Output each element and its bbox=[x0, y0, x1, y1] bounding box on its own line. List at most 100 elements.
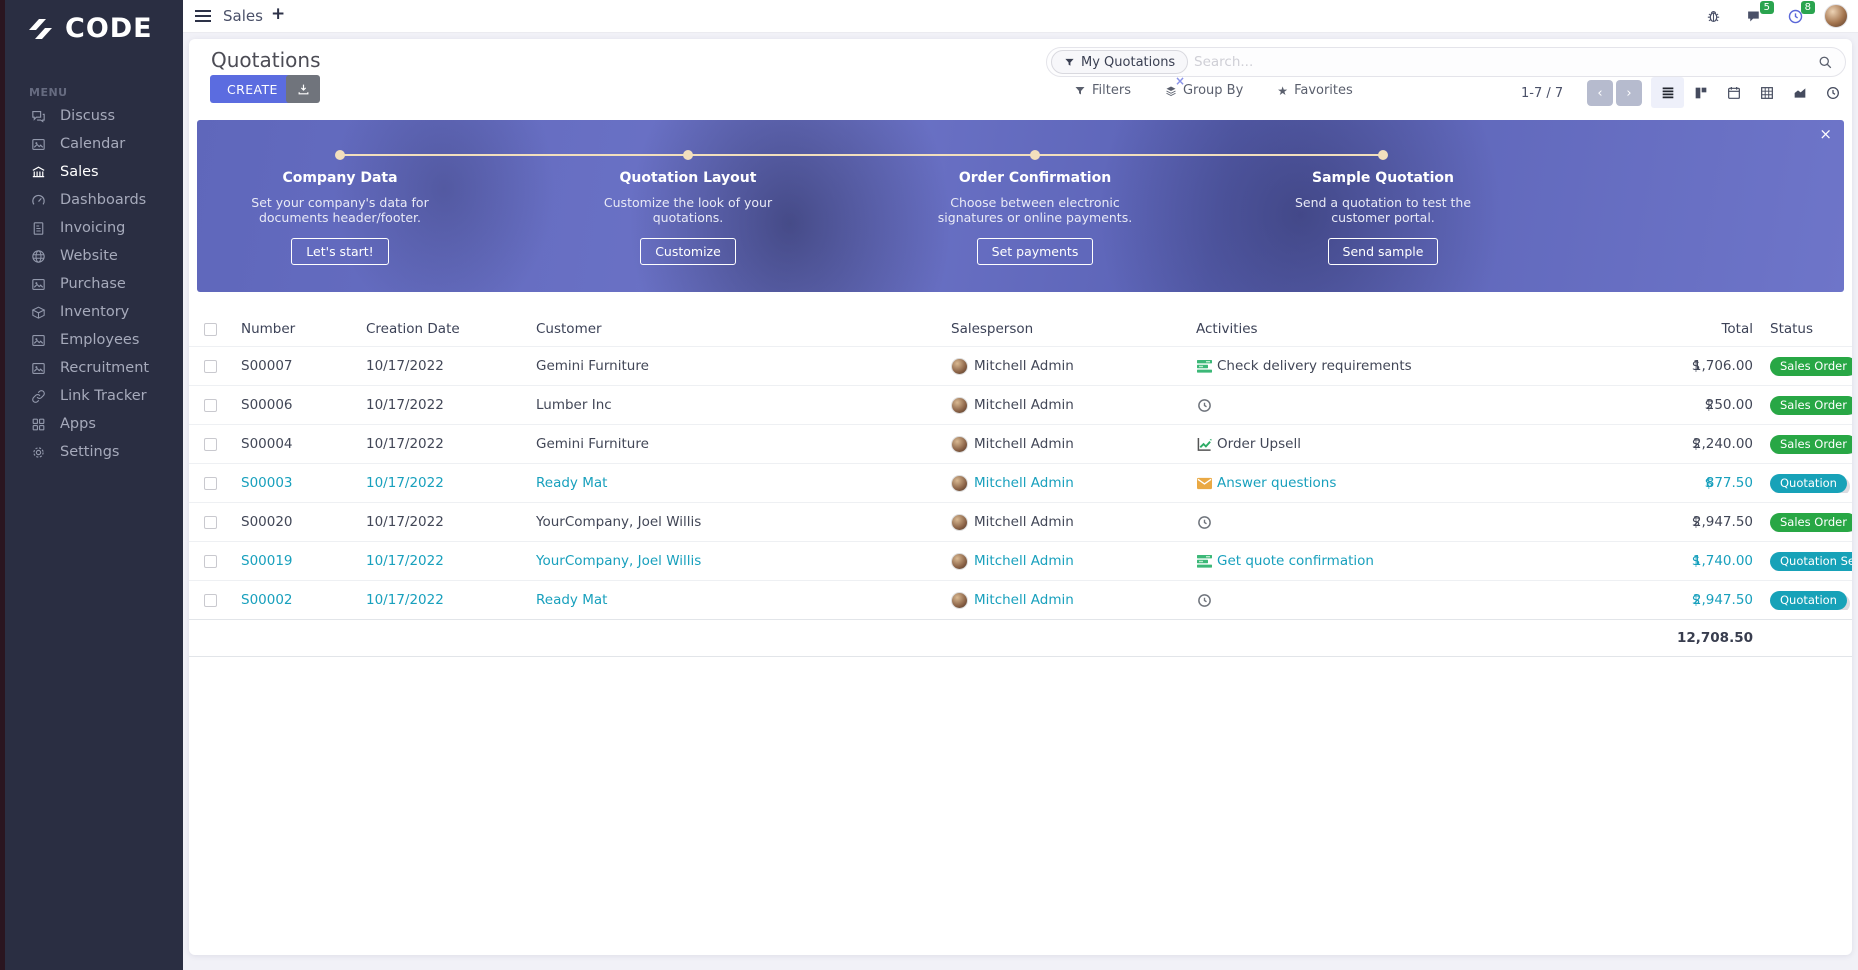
activity-envelope-icon[interactable] bbox=[1196, 475, 1212, 491]
activity-clock-icon[interactable] bbox=[1196, 397, 1212, 413]
table-row[interactable]: S00007 10/17/2022 Gemini Furniture Mitch… bbox=[189, 346, 1852, 385]
messages-icon[interactable]: 5 bbox=[1742, 1, 1774, 28]
sidebar-item-employees[interactable]: Employees bbox=[5, 326, 183, 354]
group-by-button[interactable]: Group By bbox=[1165, 83, 1243, 98]
sidebar-item-label: Employees bbox=[60, 332, 140, 348]
activity-label[interactable]: Check delivery requirements bbox=[1217, 358, 1412, 374]
table-row[interactable]: S00020 10/17/2022 YourCompany, Joel Will… bbox=[189, 502, 1852, 541]
row-checkbox[interactable] bbox=[204, 593, 217, 607]
hamburger-menu-icon[interactable] bbox=[195, 10, 211, 13]
step-desc: Send a quotation to test the customer po… bbox=[1294, 195, 1472, 225]
column-header-creation-date[interactable]: Creation Date bbox=[366, 321, 460, 337]
sidebar-item-sales[interactable]: Sales bbox=[5, 158, 183, 186]
row-checkbox[interactable] bbox=[204, 515, 217, 529]
activity-list-icon[interactable] bbox=[1196, 553, 1212, 569]
activity-clock-icon[interactable] bbox=[1196, 592, 1212, 608]
activities-clock-icon[interactable]: 8 bbox=[1783, 1, 1815, 28]
pager-next-button[interactable]: › bbox=[1616, 80, 1642, 106]
quotation-number[interactable]: S00020 bbox=[241, 514, 293, 530]
column-header-customer[interactable]: Customer bbox=[536, 321, 602, 337]
view-graph-button[interactable] bbox=[1783, 77, 1816, 108]
column-header-number[interactable]: Number bbox=[241, 321, 296, 337]
favorites-button[interactable]: ★ Favorites bbox=[1277, 83, 1353, 98]
status-badge: Quotation bbox=[1770, 590, 1847, 610]
salesperson-name: Mitchell Admin bbox=[974, 514, 1074, 530]
row-checkbox[interactable] bbox=[204, 554, 217, 568]
activity-list-icon[interactable] bbox=[1196, 358, 1212, 374]
customize-button[interactable]: Customize bbox=[640, 238, 736, 265]
activity-label[interactable]: Answer questions bbox=[1217, 475, 1337, 491]
app-logo[interactable]: CODE bbox=[23, 13, 153, 44]
sidebar-item-discuss[interactable]: Discuss bbox=[5, 102, 183, 130]
sidebar-item-inventory[interactable]: Inventory bbox=[5, 298, 183, 326]
quotation-number[interactable]: S00002 bbox=[241, 592, 293, 608]
view-calendar-button[interactable] bbox=[1717, 77, 1750, 108]
star-icon: ★ bbox=[1277, 83, 1289, 98]
select-all-checkbox[interactable] bbox=[204, 322, 217, 336]
new-tab-button[interactable]: + bbox=[271, 4, 286, 24]
filters-label: Filters bbox=[1092, 83, 1131, 98]
app-tab-sales[interactable]: Sales bbox=[223, 7, 263, 25]
view-pivot-button[interactable] bbox=[1750, 77, 1783, 108]
table-row[interactable]: S00019 10/17/2022 YourCompany, Joel Will… bbox=[189, 541, 1852, 580]
sidebar-item-label: Dashboards bbox=[60, 192, 147, 208]
quotation-number[interactable]: S00006 bbox=[241, 397, 293, 413]
table-row[interactable]: S00002 10/17/2022 Ready Mat Mitchell Adm… bbox=[189, 580, 1852, 619]
quotation-number[interactable]: S00007 bbox=[241, 358, 293, 374]
column-header-status[interactable]: Status bbox=[1770, 321, 1814, 337]
lets-start-button[interactable]: Let's start! bbox=[291, 238, 389, 265]
layers-icon bbox=[1166, 86, 1176, 96]
banner-close-icon[interactable]: × bbox=[1819, 125, 1832, 143]
activity-label[interactable]: Get quote confirmation bbox=[1217, 553, 1374, 569]
sidebar-item-link-tracker[interactable]: Link Tracker bbox=[5, 382, 183, 410]
quotation-number[interactable]: S00003 bbox=[241, 475, 293, 491]
column-header-total[interactable]: Total bbox=[1721, 321, 1753, 337]
facet-label: My Quotations bbox=[1081, 54, 1176, 70]
quotation-number[interactable]: S00004 bbox=[241, 436, 293, 452]
row-checkbox[interactable] bbox=[204, 437, 217, 451]
row-checkbox[interactable] bbox=[204, 398, 217, 412]
view-activity-button[interactable] bbox=[1816, 77, 1849, 108]
activity-label[interactable]: Order Upsell bbox=[1217, 436, 1301, 452]
table-row[interactable]: S00006 10/17/2022 Lumber Inc Mitchell Ad… bbox=[189, 385, 1852, 424]
search-facet-my-quotations[interactable]: My Quotations bbox=[1051, 50, 1189, 74]
sidebar-item-calendar[interactable]: Calendar bbox=[5, 130, 183, 158]
currency-symbol: $ bbox=[1691, 592, 1701, 608]
facet-remove-icon[interactable]: × bbox=[1175, 74, 1186, 88]
sidebar-item-purchase[interactable]: Purchase bbox=[5, 270, 183, 298]
sidebar-item-dashboards[interactable]: Dashboards bbox=[5, 186, 183, 214]
quotation-number[interactable]: S00019 bbox=[241, 553, 293, 569]
salesperson-name: Mitchell Admin bbox=[974, 397, 1074, 413]
create-button[interactable]: CREATE bbox=[210, 75, 295, 103]
sidebar-item-label: Sales bbox=[60, 164, 99, 180]
search-icon[interactable] bbox=[1818, 55, 1833, 70]
user-avatar[interactable] bbox=[1824, 4, 1848, 28]
send-sample-button[interactable]: Send sample bbox=[1327, 238, 1439, 265]
set-payments-button[interactable]: Set payments bbox=[976, 238, 1094, 265]
sidebar-item-recruitment[interactable]: Recruitment bbox=[5, 354, 183, 382]
customer-name: YourCompany, Joel Willis bbox=[536, 514, 702, 530]
row-checkbox[interactable] bbox=[204, 359, 217, 373]
view-kanban-button[interactable] bbox=[1684, 77, 1717, 108]
sidebar-item-settings[interactable]: Settings bbox=[5, 438, 183, 466]
search-bar[interactable]: My Quotations × bbox=[1046, 47, 1846, 88]
debug-bug-icon[interactable] bbox=[1701, 4, 1725, 28]
view-list-button[interactable] bbox=[1651, 77, 1684, 108]
table-row[interactable]: S00004 10/17/2022 Gemini Furniture Mitch… bbox=[189, 424, 1852, 463]
column-header-activities[interactable]: Activities bbox=[1196, 321, 1258, 337]
column-header-salesperson[interactable]: Salesperson bbox=[951, 321, 1034, 337]
export-button[interactable] bbox=[286, 75, 320, 103]
creation-date: 10/17/2022 bbox=[366, 553, 444, 569]
pager-prev-button[interactable]: ‹ bbox=[1587, 80, 1613, 106]
sidebar-item-invoicing[interactable]: Invoicing bbox=[5, 214, 183, 242]
row-checkbox[interactable] bbox=[204, 476, 217, 490]
table-row[interactable]: S00003 10/17/2022 Ready Mat Mitchell Adm… bbox=[189, 463, 1852, 502]
sidebar-item-apps[interactable]: Apps bbox=[5, 410, 183, 438]
search-input[interactable] bbox=[1192, 50, 1792, 74]
box-icon bbox=[31, 306, 46, 319]
activity-clock-icon[interactable] bbox=[1196, 514, 1212, 530]
filters-button[interactable]: Filters bbox=[1074, 83, 1131, 98]
sidebar-item-website[interactable]: Website bbox=[5, 242, 183, 270]
customer-name: YourCompany, Joel Willis bbox=[536, 553, 702, 569]
activity-chart-icon[interactable] bbox=[1196, 436, 1212, 452]
